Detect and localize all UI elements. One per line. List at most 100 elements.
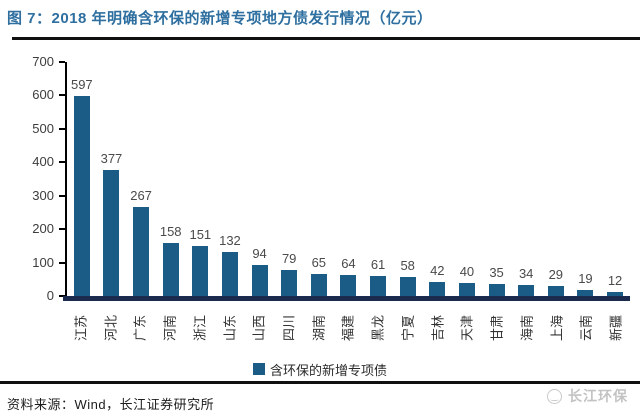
x-axis-label: 上海	[541, 303, 571, 359]
x-axis-label: 山东	[214, 303, 244, 359]
x-axis-label: 福建	[333, 303, 363, 359]
bar-column: 151	[186, 62, 216, 296]
bar-value-label: 12	[607, 273, 623, 288]
x-axis-label-text: 吉林	[430, 315, 446, 342]
bar-value-label: 158	[159, 224, 182, 240]
bar-value-label: 79	[281, 250, 297, 266]
bar-column: 61	[363, 62, 393, 296]
y-tick-label: 100	[32, 254, 54, 270]
bars-container: 597 377 267 158 151 132 94 79 65 64 61 58 42 40 35 34 29…	[67, 62, 630, 296]
x-axis-label-text: 甘肃	[489, 315, 505, 342]
bar	[547, 286, 564, 296]
x-axis-label: 天津	[452, 303, 482, 359]
bar-column: 19	[571, 62, 601, 296]
bar-value-label: 34	[518, 265, 534, 281]
x-axis-label: 河北	[95, 303, 125, 359]
y-tick-mark	[59, 295, 65, 297]
bar	[221, 251, 238, 296]
bar	[192, 245, 209, 296]
x-axis-label: 浙江	[184, 303, 214, 359]
bar	[103, 169, 120, 296]
bar-column: 158	[156, 62, 186, 296]
bar-value-label: 64	[341, 255, 356, 271]
brand-name: 长江环保	[568, 388, 628, 404]
x-axis-label: 江苏	[65, 303, 95, 359]
x-axis-label: 海南	[511, 303, 541, 359]
y-tick-mark	[59, 261, 65, 264]
bar-value-label: 377	[100, 150, 123, 166]
bar-value-label: 35	[489, 265, 504, 281]
x-axis-label: 新疆	[600, 303, 630, 359]
bar	[429, 281, 446, 296]
x-axis-label-text: 四川	[281, 315, 297, 342]
x-axis-label: 黑龙	[362, 303, 392, 359]
y-tick-label: 400	[32, 154, 54, 170]
bar	[73, 96, 90, 296]
bar-column: 58	[393, 62, 423, 296]
x-axis-label-text: 山东	[222, 315, 238, 342]
y-tick-mark	[59, 161, 65, 164]
x-axis-label-text: 宁夏	[400, 315, 416, 342]
legend: 含环保的新增专项债	[0, 360, 640, 378]
y-tick-mark	[59, 94, 65, 97]
bar-value-label: 597	[70, 77, 93, 93]
footer-separator	[0, 381, 640, 384]
x-axis-label-text: 河南	[162, 315, 178, 342]
x-axis-label-text: 天津	[459, 315, 475, 342]
x-axis-label: 广东	[124, 303, 154, 359]
x-axis-label: 宁夏	[392, 303, 422, 359]
bar-column: 35	[482, 62, 512, 296]
x-axis-label-text: 福建	[340, 315, 356, 342]
bar	[458, 282, 475, 296]
y-tick-label: 700	[32, 54, 54, 69]
bar	[133, 206, 150, 296]
x-axis-label-text: 广东	[132, 315, 148, 342]
y-tick-mark	[59, 127, 65, 130]
bar-column: 65	[304, 62, 334, 296]
x-axis-label-text: 黑龙	[370, 315, 386, 342]
legend-marker-icon	[252, 363, 265, 375]
x-axis-label: 甘肃	[481, 303, 511, 359]
bar	[399, 276, 416, 296]
brand-logo: 长江环保	[547, 386, 628, 406]
bar-column: 34	[511, 62, 541, 296]
y-tick-label: 500	[32, 120, 54, 136]
x-axis-label-text: 上海	[549, 315, 565, 342]
bar	[518, 284, 535, 296]
x-axis-label-text: 海南	[519, 315, 535, 342]
bar-value-label: 151	[189, 226, 212, 242]
x-axis-label-text: 湖南	[311, 315, 327, 342]
bar	[577, 289, 594, 296]
x-axis-label-text: 浙江	[192, 315, 208, 342]
bar-column: 94	[245, 62, 275, 296]
y-axis: 0 100 200 300 400 500 600 700	[0, 54, 58, 303]
plot-area: 597 377 267 158 151 132 94 79 65 64 61 58 42 40 35 34 29…	[59, 61, 630, 297]
bar-column: 597	[67, 62, 97, 296]
y-tick-mark	[59, 228, 65, 231]
bar-value-label: 94	[252, 245, 267, 261]
bar-column: 42	[423, 62, 453, 296]
y-tick-mark	[59, 194, 65, 197]
bar-column: 267	[126, 62, 156, 296]
x-axis-labels: 江苏 河北 广东 河南 浙江 山东 山西 四川 湖南 福建 黑龙 宁夏 吉林 天津 甘肃 海南 上海 云南 新疆	[65, 303, 630, 359]
y-tick-label: 300	[32, 187, 54, 203]
bar	[340, 274, 357, 296]
bar-value-label: 40	[459, 263, 475, 279]
y-tick-mark	[59, 61, 65, 63]
bar-value-label: 58	[400, 257, 415, 273]
bar	[488, 284, 505, 296]
x-axis-label-text: 河北	[103, 315, 119, 342]
x-axis-label: 吉林	[422, 303, 452, 359]
bar	[162, 243, 179, 296]
bar-value-label: 19	[578, 270, 593, 286]
legend-label: 含环保的新增专项债	[269, 362, 387, 378]
bar-value-label: 61	[370, 256, 386, 272]
bar-value-label: 42	[430, 262, 445, 278]
bar-column: 12	[600, 62, 630, 296]
x-axis-line	[63, 296, 630, 301]
x-axis-label: 湖南	[303, 303, 333, 359]
figure-title: 图 7：2018 年明确含环保的新增专项地方债发行情况（亿元）	[7, 10, 433, 27]
y-tick-label: 0	[46, 288, 54, 303]
x-axis-label-text: 新疆	[608, 315, 624, 342]
bar-column: 132	[215, 62, 245, 296]
